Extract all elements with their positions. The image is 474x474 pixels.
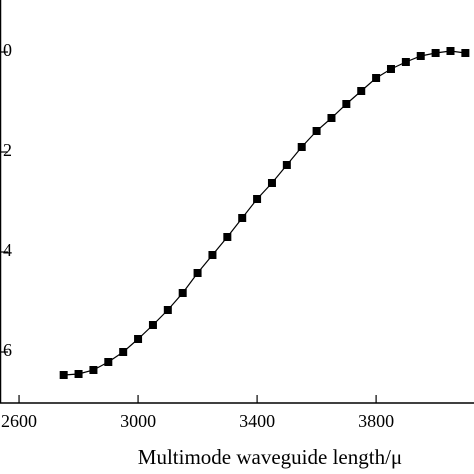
marker xyxy=(119,348,128,356)
series-line xyxy=(63,50,466,376)
marker xyxy=(238,214,247,222)
y-tick-label: 0 xyxy=(3,40,12,60)
x-tick-label: 3000 xyxy=(120,411,156,431)
marker xyxy=(193,269,202,277)
y-tick-label: 2 xyxy=(3,140,12,160)
x-tick-label: 3800 xyxy=(358,411,394,431)
marker xyxy=(74,370,83,378)
marker xyxy=(431,49,440,57)
y-tick-label: 4 xyxy=(3,240,12,260)
marker xyxy=(327,114,336,122)
marker xyxy=(267,179,276,187)
marker xyxy=(461,49,470,57)
marker xyxy=(312,127,321,135)
marker xyxy=(446,47,455,55)
marker xyxy=(89,366,98,374)
x-tick-label: 3400 xyxy=(239,411,275,431)
marker xyxy=(416,52,425,60)
marker xyxy=(386,65,395,73)
marker xyxy=(297,143,306,151)
y-tick-label: 6 xyxy=(3,340,12,360)
marker xyxy=(357,87,366,95)
marker xyxy=(342,100,351,108)
marker xyxy=(208,251,217,259)
marker xyxy=(401,58,410,66)
marker xyxy=(253,195,262,203)
x-axis-label: Multimode waveguide length/μ xyxy=(138,445,402,469)
marker xyxy=(59,371,68,379)
marker xyxy=(104,358,113,366)
x-tick-label: 2600 xyxy=(1,411,37,431)
marker xyxy=(372,74,381,82)
marker xyxy=(148,321,157,329)
marker xyxy=(223,233,232,241)
marker xyxy=(178,289,187,297)
marker xyxy=(134,335,143,343)
marker xyxy=(163,306,172,314)
marker xyxy=(282,161,291,169)
plot-frame xyxy=(0,0,474,404)
